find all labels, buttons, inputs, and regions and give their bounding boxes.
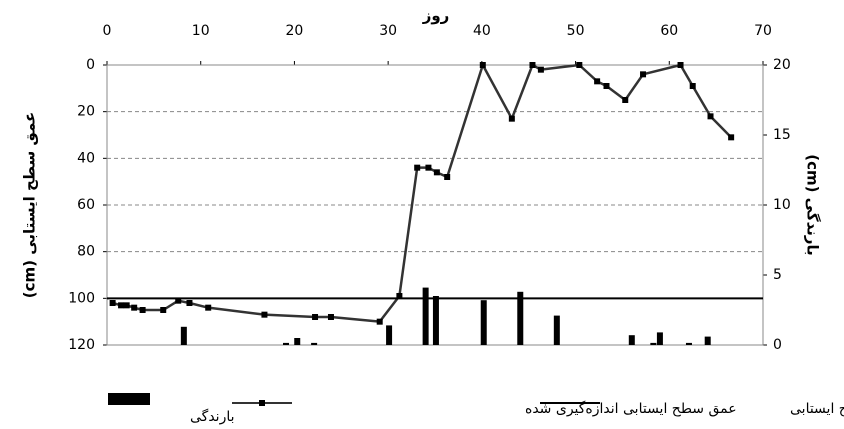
marker <box>603 83 610 89</box>
rain-bar <box>704 336 711 345</box>
legend-label: عمق سطح ایستابی اندازه‌گیری شده <box>525 400 737 417</box>
y-tick-label: 100 <box>68 290 95 306</box>
marker <box>205 304 212 311</box>
x-tick-label: 30 <box>379 23 397 39</box>
rain-bar <box>282 342 289 345</box>
marker <box>123 302 130 309</box>
marker <box>707 113 714 120</box>
x-tick-label: 0 <box>103 23 112 39</box>
series-line <box>112 63 733 323</box>
y-tick-label: 80 <box>77 244 95 260</box>
marker <box>414 164 421 171</box>
x-tick-label: 10 <box>192 23 210 39</box>
y2-tick-label: 10 <box>773 197 791 213</box>
rain-bar <box>386 325 393 345</box>
marker <box>425 164 432 171</box>
marker <box>118 302 125 309</box>
marker <box>131 304 138 311</box>
marker <box>728 134 735 141</box>
marker <box>444 174 451 180</box>
rain-bar <box>180 326 187 345</box>
rain-bar <box>553 315 560 345</box>
y-tick-label: 120 <box>68 337 95 353</box>
marker <box>327 314 334 320</box>
legend-swatch <box>108 393 150 405</box>
marker <box>529 62 536 68</box>
marker <box>622 97 629 103</box>
rain-bar <box>432 296 439 345</box>
legend-marker <box>259 400 265 406</box>
marker <box>640 71 647 78</box>
x-tick-label: 60 <box>660 23 678 39</box>
marker <box>261 311 268 318</box>
y2-tick-label: 5 <box>773 267 782 283</box>
y-tick-label: 20 <box>77 104 95 120</box>
marker <box>689 83 696 89</box>
rain-bar <box>294 338 301 345</box>
marker <box>433 169 440 176</box>
y-tick-label: 40 <box>77 150 95 166</box>
y2-tick-label: 15 <box>773 127 791 143</box>
x-axis-label: روز <box>422 7 450 25</box>
y-tick-label: 0 <box>86 57 95 73</box>
legend-label: حد کنترل سطح ایستابی <box>790 401 844 417</box>
rain-bar <box>311 342 318 345</box>
rain-bar <box>422 287 429 345</box>
marker <box>508 115 515 122</box>
marker <box>479 62 486 68</box>
marker <box>312 314 319 320</box>
y2-tick-label: 20 <box>773 57 791 73</box>
x-tick-label: 50 <box>567 23 585 39</box>
rain-bar <box>650 342 657 345</box>
rain-bar <box>480 300 487 345</box>
rain-bar <box>685 342 692 345</box>
y2-axis-label: بارندگی (cm) <box>804 154 822 256</box>
marker <box>175 297 182 304</box>
marker <box>677 62 684 68</box>
y-tick-label: 60 <box>77 197 95 213</box>
marker <box>186 300 193 306</box>
marker <box>576 62 583 68</box>
marker <box>537 66 544 73</box>
marker <box>376 318 383 325</box>
y2-tick-label: 0 <box>773 337 782 353</box>
legend-label: بارندگی <box>190 408 235 425</box>
rain-bar <box>517 291 524 345</box>
marker <box>160 307 167 313</box>
x-tick-label: 40 <box>473 23 491 39</box>
marker <box>109 300 116 306</box>
y-axis-label: عمق سطح ایستابی (cm) <box>21 112 39 299</box>
marker <box>396 293 403 299</box>
x-tick-label: 70 <box>754 23 772 39</box>
rain-bar <box>628 335 635 345</box>
x-tick-label: 20 <box>286 23 304 39</box>
rain-bar <box>656 332 663 345</box>
marker <box>594 78 601 85</box>
marker <box>139 307 146 313</box>
